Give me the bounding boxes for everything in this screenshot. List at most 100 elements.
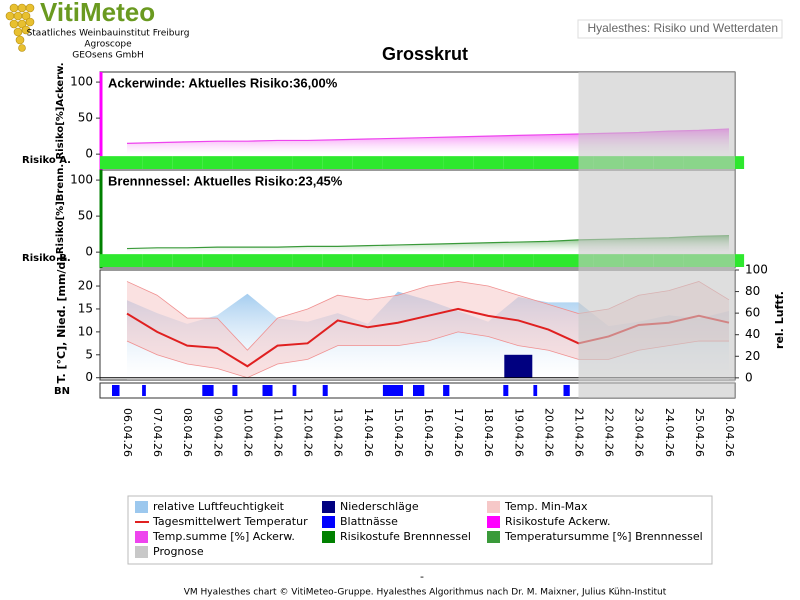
wetness-block: [142, 385, 146, 396]
y-tick-label: 100: [70, 75, 93, 89]
precip-bar: [504, 354, 533, 378]
x-tick-label: 20.04.26: [542, 408, 555, 457]
risk-band: [443, 156, 474, 169]
x-tick-label: 14.04.26: [362, 408, 375, 457]
risk-band: [202, 254, 233, 267]
wetness-block: [202, 385, 214, 396]
risk-band: [382, 156, 413, 169]
y2-tick-label: 0: [745, 370, 753, 384]
risk-band: [262, 254, 293, 267]
risk-band: [142, 156, 173, 169]
legend-swatch: [322, 516, 335, 528]
x-tick-label: 15.04.26: [392, 408, 405, 457]
risk-band: [292, 254, 323, 267]
legend-label: Temp. Min-Max: [504, 500, 588, 513]
wetness-block: [443, 385, 450, 396]
x-tick-label: 24.04.26: [663, 408, 676, 457]
y-tick-label: 5: [85, 347, 93, 361]
x-tick-label: 09.04.26: [211, 408, 224, 457]
risk-band: [292, 156, 323, 169]
legend-label: Risikostufe Brennnessel: [340, 530, 471, 543]
y-tick-label: 100: [70, 173, 93, 187]
risk-band: [533, 254, 564, 267]
legend-swatch: [322, 531, 335, 543]
risk-band: [232, 254, 263, 267]
wetness-block: [322, 385, 328, 396]
app-title: Hyalesthes: Risiko und Wetterdaten: [587, 21, 778, 35]
wetness-block: [292, 385, 297, 396]
chart-title: Grosskrut: [382, 44, 468, 64]
org-line: Agroscope: [84, 40, 132, 50]
y2-axis-label: rel. Luftf.: [773, 291, 786, 349]
app-title-box: [577, 19, 783, 39]
y-tick-label: 0: [85, 147, 93, 161]
wetness-block: [503, 385, 509, 396]
footer: VM Hyalesthes chart © VitiMeteo-Gruppe. …: [184, 588, 667, 598]
x-tick-label: 17.04.26: [452, 408, 465, 457]
wetness-block: [112, 385, 120, 396]
annotation: Brennnessel: Aktuelles Risiko:23,45%: [108, 173, 343, 188]
x-tick-label: 21.04.26: [573, 408, 586, 457]
x-tick-label: 16.04.26: [422, 408, 435, 457]
risk-band: [100, 254, 142, 267]
risk-band: [382, 254, 413, 267]
x-tick-label: 06.04.26: [121, 408, 134, 457]
y2-tick-label: 40: [745, 327, 760, 341]
legend-label: Risikostufe Ackerw.: [505, 515, 610, 528]
y-tick-label: 0: [85, 245, 93, 259]
legend-label: Niederschläge: [340, 500, 419, 513]
y-axis-label: T. [°C], Nied. [mm/d]: [55, 257, 68, 384]
risk-band: [443, 254, 474, 267]
logo: VitiMeteo: [40, 0, 155, 27]
risk-band: [322, 254, 353, 267]
y2-tick-label: 20: [745, 349, 760, 363]
legend-label: Temp.summe [%] Ackerw.: [152, 530, 295, 543]
wetness-block: [563, 385, 570, 396]
row-label: BN: [54, 386, 70, 397]
legend-label: Blattnässe: [340, 515, 398, 528]
x-tick-label: 18.04.26: [482, 408, 495, 457]
y2-tick-label: 60: [745, 306, 760, 320]
risk-band: [473, 254, 504, 267]
legend-box: [127, 495, 713, 565]
legend-swatch: [487, 501, 500, 513]
legend-label: relative Luftfeuchtigkeit: [153, 500, 285, 513]
x-tick-label: 11.04.26: [272, 408, 285, 457]
y-tick-label: 20: [78, 279, 93, 293]
side-label: Risiko A.: [22, 155, 71, 166]
x-tick-label: 08.04.26: [181, 408, 194, 457]
x-tick-label: 12.04.26: [302, 408, 315, 457]
x-tick-label: 13.04.26: [332, 408, 345, 457]
legend-swatch: [135, 501, 148, 513]
wetness-block: [232, 385, 238, 396]
risk-band: [413, 156, 444, 169]
prognosis-shade: [578, 72, 735, 398]
risk-band: [413, 254, 444, 267]
side-label: Risiko B.: [22, 253, 71, 264]
risk-band: [533, 156, 564, 169]
risk-band: [322, 156, 353, 169]
wetness-block: [533, 385, 538, 396]
risk-band: [172, 254, 203, 267]
y-tick-label: 50: [78, 111, 93, 125]
y-tick-label: 50: [78, 209, 93, 223]
annotation: Ackerwinde: Aktuelles Risiko:36,00%: [108, 75, 338, 90]
risk-band: [503, 254, 534, 267]
y2-tick-label: 80: [745, 284, 760, 298]
x-tick-label: 19.04.26: [512, 408, 525, 457]
wetness-block: [262, 385, 273, 396]
risk-band: [352, 254, 383, 267]
legend-swatch: [487, 531, 500, 543]
y-axis-label: Risiko[%]Ackerw.: [55, 62, 66, 159]
legend-label: Tagesmittelwert Temperatur: [152, 515, 308, 528]
y-tick-label: 10: [78, 324, 93, 338]
risk-band: [352, 156, 383, 169]
logo-icon: [5, 3, 35, 52]
org-line: Staatliches Weinbauinstitut Freiburg: [27, 29, 190, 39]
wetness-block: [382, 385, 403, 396]
x-tick-label: 25.04.26: [693, 408, 706, 457]
y-tick-label: 0: [85, 370, 93, 384]
x-tick-label: 22.04.26: [603, 408, 616, 457]
